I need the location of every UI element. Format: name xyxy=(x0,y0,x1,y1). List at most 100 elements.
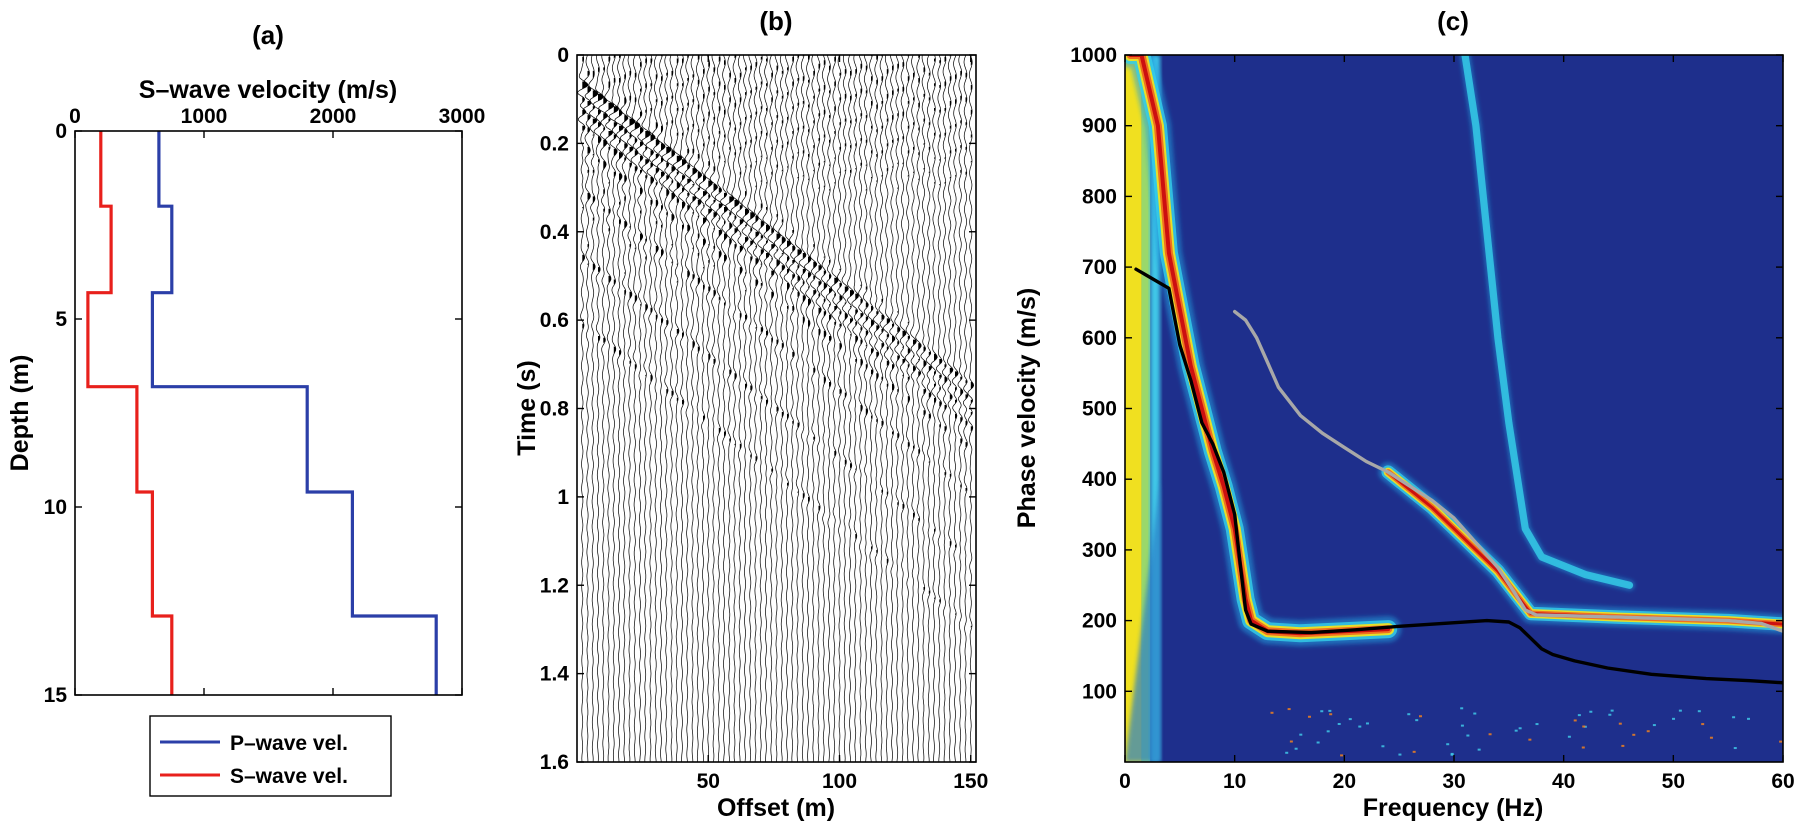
trace-fill xyxy=(776,65,781,412)
energy-speckle xyxy=(1573,719,1577,722)
energy-speckle xyxy=(1582,725,1586,728)
seismic-trace xyxy=(730,55,740,762)
seismic-trace xyxy=(614,55,624,762)
seismic-trace xyxy=(930,55,938,762)
energy-speckle xyxy=(1528,738,1532,741)
energy-speckle xyxy=(1488,733,1492,736)
dispersion-curves xyxy=(1134,267,1783,685)
trace-fill xyxy=(755,62,760,462)
energy-speckle xyxy=(1358,725,1362,728)
energy-speckle xyxy=(1329,713,1333,716)
energy-speckle xyxy=(1337,722,1341,725)
energy-speckle xyxy=(1583,725,1587,728)
energy-speckle xyxy=(1316,741,1320,744)
energy-speckle xyxy=(1415,719,1419,722)
seismic-trace xyxy=(661,55,672,762)
seismic-trace xyxy=(656,55,666,762)
y-tick-label: 1000 xyxy=(1070,44,1117,67)
energy-speckle xyxy=(1299,733,1303,736)
seismic-trace xyxy=(629,55,641,762)
seismic-trace xyxy=(814,55,823,762)
panel-c-ylabel: Phase velocity (m/s) xyxy=(1013,288,1041,528)
x-tick-label: 50 xyxy=(697,770,720,793)
panel-b-x-ticks: 50 100 150 xyxy=(697,55,988,793)
seismic-trace xyxy=(746,55,755,762)
seismic-trace xyxy=(757,55,765,762)
legend-box xyxy=(149,715,392,797)
energy-speckle xyxy=(1477,748,1481,751)
energy-speckle xyxy=(1632,733,1636,736)
y-tick-label: 1.6 xyxy=(540,751,569,774)
energy-speckle xyxy=(1419,715,1423,718)
s-wave-line xyxy=(86,131,174,695)
black-dispersion-curve xyxy=(1134,267,1783,685)
x-tick-label: 40 xyxy=(1552,770,1575,793)
seismic-trace xyxy=(598,55,608,762)
seismic-trace xyxy=(878,55,885,762)
y-tick-label: 800 xyxy=(1082,185,1117,208)
energy-speckle xyxy=(1307,715,1311,718)
energy-speckle xyxy=(1733,747,1737,750)
seismic-trace xyxy=(889,55,896,762)
energy-speckle xyxy=(1460,724,1464,727)
panel-c-frame xyxy=(1124,54,1784,763)
energy-speckle xyxy=(1289,740,1293,743)
trace-fill xyxy=(928,72,932,595)
energy-speckle xyxy=(1701,723,1705,726)
y-tick-label: 0 xyxy=(557,44,569,67)
panel-c-x-ticks: 0 10 20 30 40 50 60 xyxy=(1119,55,1795,793)
energy-speckle xyxy=(1678,709,1682,712)
trace-fill xyxy=(598,67,604,342)
seismic-trace xyxy=(925,55,932,762)
panel-c-y-ticks: 100 200 300 400 500 600 700 800 900 1000 xyxy=(1070,44,1783,703)
trace-fill xyxy=(687,55,691,278)
energy-band-low-frequency xyxy=(1125,55,1142,762)
panel-c-xlabel: Frequency (Hz) xyxy=(1363,794,1544,822)
seismic-trace xyxy=(683,55,692,762)
seismic-trace xyxy=(935,55,943,762)
energy-speckle xyxy=(1618,722,1622,725)
trace-fill xyxy=(949,55,953,547)
y-tick-label: 600 xyxy=(1082,327,1117,350)
energy-speckle xyxy=(1328,709,1332,712)
energy-speckle xyxy=(1381,745,1385,748)
x-tick-label: 60 xyxy=(1771,770,1794,793)
x-tick-label: 0 xyxy=(69,105,81,128)
seismic-trace xyxy=(862,55,869,762)
seismic-trace xyxy=(741,55,750,762)
energy-speckle xyxy=(1398,753,1402,756)
x-tick-label: 50 xyxy=(1662,770,1685,793)
seismic-trace xyxy=(804,55,812,762)
y-tick-label: 1 xyxy=(557,486,569,509)
panel-b-seismic-traces xyxy=(577,55,975,762)
seismic-trace xyxy=(883,55,891,762)
energy-speckle xyxy=(1697,710,1701,713)
seismic-trace xyxy=(709,55,718,762)
seismic-trace xyxy=(915,55,922,762)
seismic-trace xyxy=(762,55,771,762)
panel-b-xlabel: Offset (m) xyxy=(717,794,835,822)
seismic-trace xyxy=(962,55,969,762)
energy-speckle xyxy=(1646,730,1650,733)
energy-speckle xyxy=(1535,723,1539,726)
panel-a: (a) S–wave velocity (m/s) Depth (m) 0 100… xyxy=(6,20,485,797)
seismic-trace xyxy=(735,55,744,762)
y-tick-label: 0.6 xyxy=(540,309,569,332)
energy-ridge-higher-mode-2 xyxy=(1461,55,1634,589)
seismic-trace xyxy=(767,55,776,762)
seismic-trace xyxy=(604,55,615,762)
seismic-trace xyxy=(635,55,644,762)
seismic-trace xyxy=(714,55,723,762)
seismic-trace xyxy=(788,55,796,762)
y-tick-label: 5 xyxy=(55,308,67,331)
energy-speckle xyxy=(1589,710,1593,713)
seismic-trace xyxy=(910,55,917,762)
energy-speckle xyxy=(1652,724,1656,727)
y-tick-label: 0.8 xyxy=(540,398,570,421)
energy-speckle xyxy=(1732,716,1736,719)
energy-speckle xyxy=(1287,708,1291,711)
x-tick-label: 10 xyxy=(1223,770,1246,793)
heatmap-background xyxy=(1125,55,1783,762)
panel-a-ylabel: Depth (m) xyxy=(6,355,34,472)
seismic-trace xyxy=(873,55,880,762)
